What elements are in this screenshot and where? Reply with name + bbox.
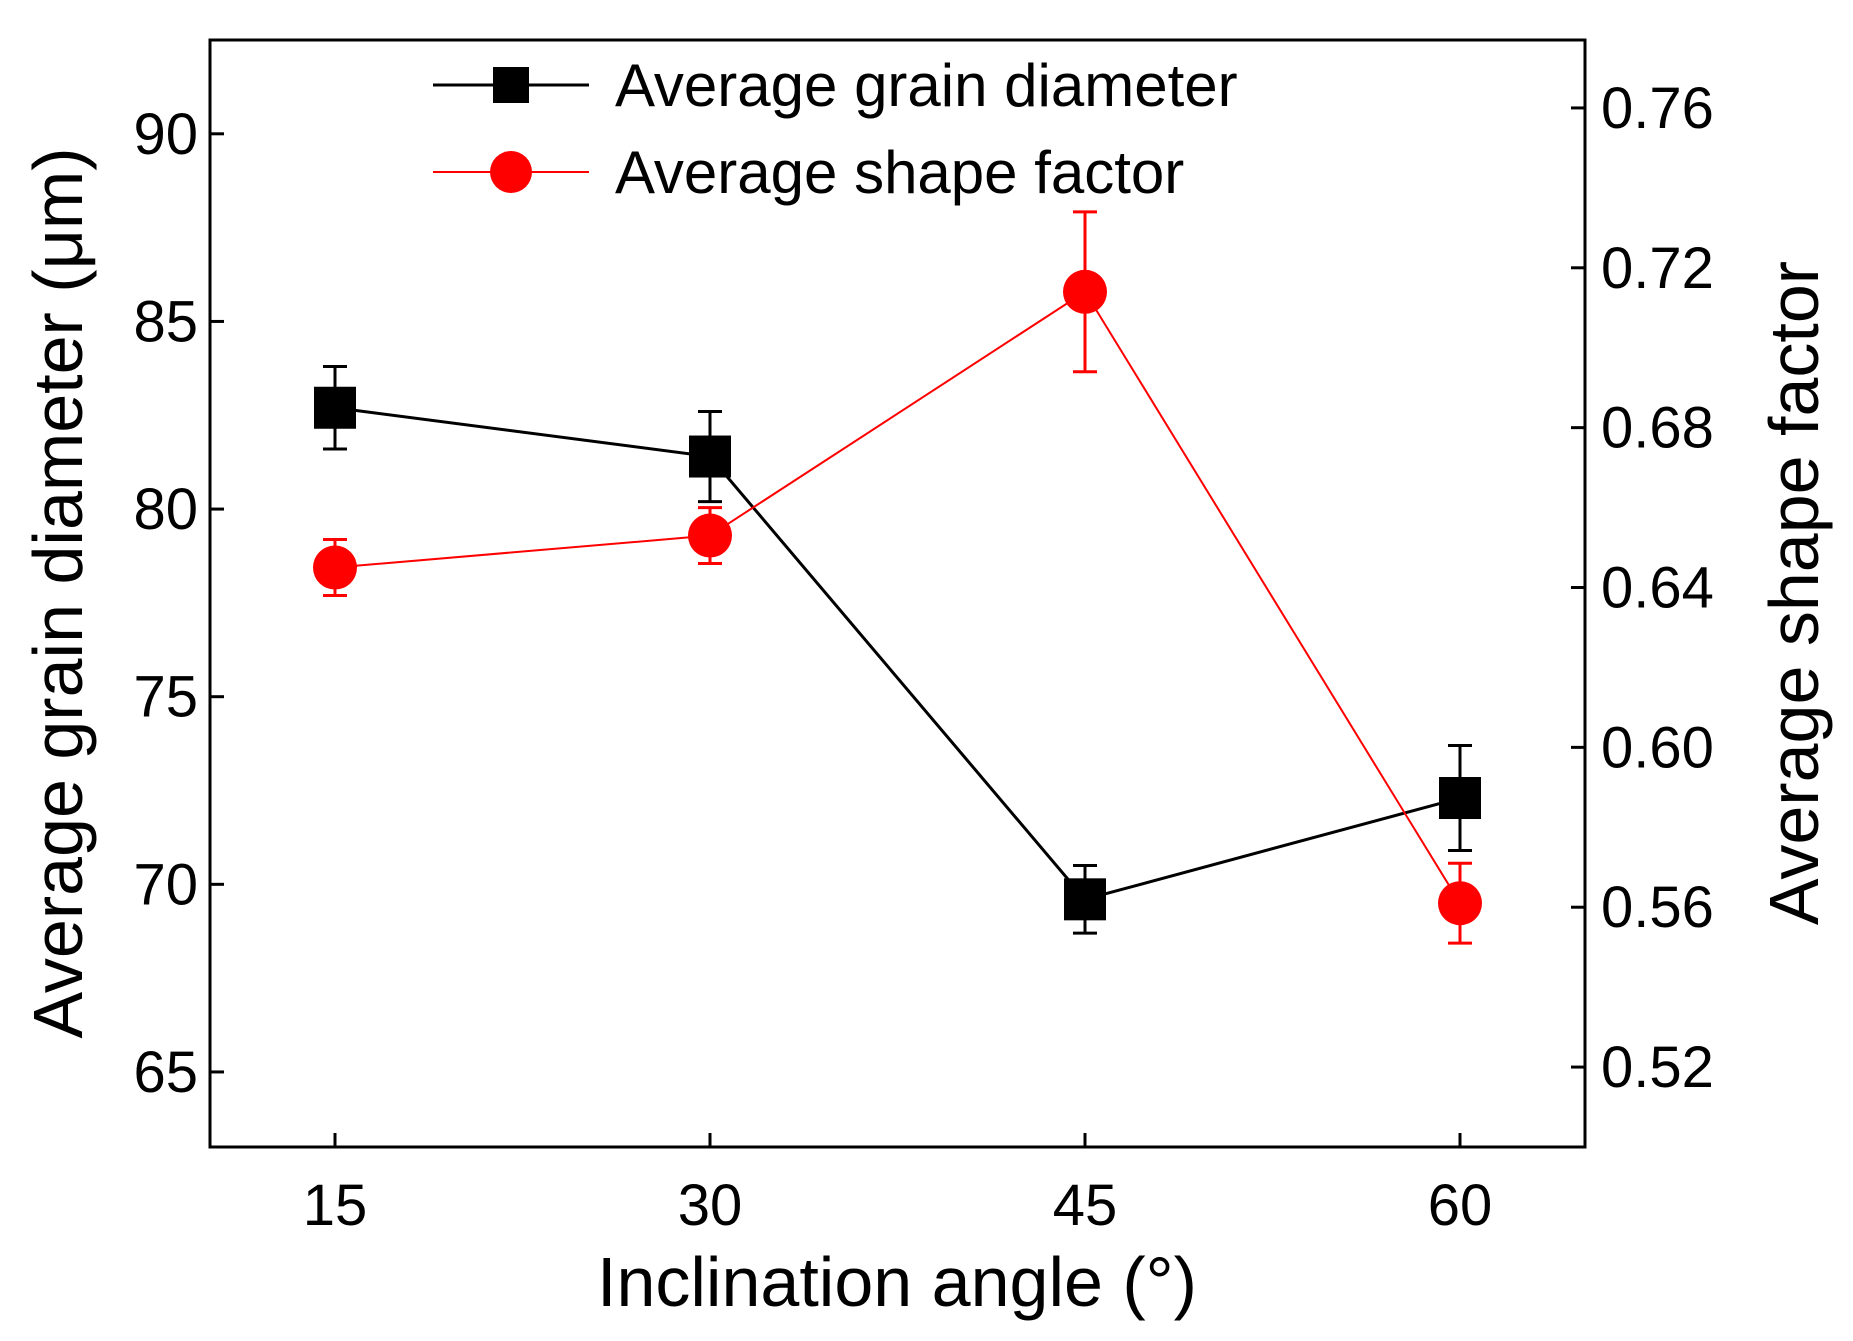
y2-tick-label: 0.64 <box>1601 556 1714 621</box>
legend-item-grain-diameter: Average grain diameter <box>433 52 1238 119</box>
series-line-average-grain-diameter <box>334 406 1461 902</box>
data-point-square <box>314 386 356 429</box>
legend-label-shape-factor: Average shape factor <box>615 139 1184 206</box>
y2-tick-label: 0.76 <box>1601 76 1714 141</box>
right-y-axis: 0.52 0.56 0.60 0.64 0.68 0.72 0.76 <box>1571 76 1714 1100</box>
series-layer <box>313 210 1482 945</box>
y2-tick-label: 0.68 <box>1601 396 1714 461</box>
y-tick-label: 65 <box>133 1040 198 1105</box>
data-point-square <box>689 435 731 478</box>
data-point-square <box>1064 878 1106 921</box>
data-point-circle <box>313 545 357 590</box>
data-point-circle <box>688 513 732 558</box>
legend-marker-square <box>493 67 529 103</box>
x-tick-label: 30 <box>678 1173 743 1238</box>
data-point-circle <box>1438 881 1482 926</box>
y2-tick-label: 0.60 <box>1601 715 1714 780</box>
data-point-square <box>1439 777 1481 820</box>
left-y-axis: 65 70 75 80 85 90 <box>133 102 224 1105</box>
data-point-circle <box>1063 269 1107 314</box>
y2-tick-label: 0.52 <box>1601 1035 1714 1100</box>
legend: Average grain diameter Average shape fac… <box>433 52 1238 206</box>
y-tick-label: 90 <box>133 102 198 167</box>
y-tick-label: 85 <box>133 289 198 354</box>
y-tick-label: 70 <box>133 852 198 917</box>
legend-marker-circle <box>490 151 532 193</box>
y-tick-label: 75 <box>133 665 198 730</box>
x-axis: 15 30 45 60 <box>303 1133 1493 1238</box>
y2-tick-label: 0.56 <box>1601 875 1714 940</box>
plot-frame <box>208 38 1587 1149</box>
series-line-average-shape-factor <box>334 290 1461 904</box>
x-tick-label: 45 <box>1053 1173 1118 1238</box>
legend-item-shape-factor: Average shape factor <box>433 139 1184 206</box>
y2-tick-label: 0.72 <box>1601 236 1714 301</box>
legend-label-grain-diameter: Average grain diameter <box>615 52 1238 119</box>
y-axis-title: Average grain diameter (μm) <box>19 147 97 1038</box>
x-axis-title: Inclination angle (°) <box>597 1243 1197 1321</box>
y-tick-label: 80 <box>133 477 198 542</box>
x-tick-label: 60 <box>1428 1173 1493 1238</box>
series-average-grain-diameter <box>314 364 1481 935</box>
y2-axis-title: Average shape factor <box>1755 261 1833 925</box>
x-tick-label: 15 <box>303 1173 368 1238</box>
series-average-shape-factor <box>313 210 1482 945</box>
